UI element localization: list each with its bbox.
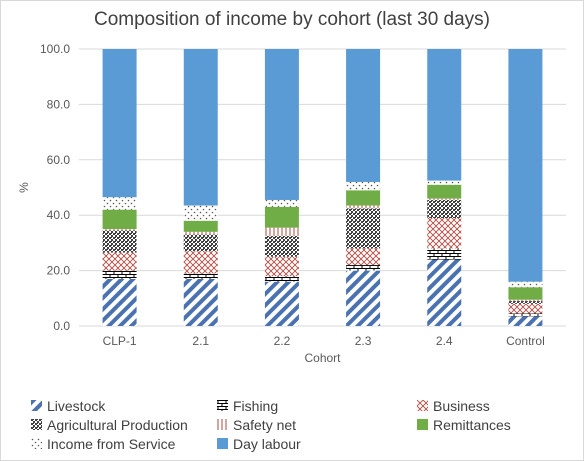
y-tick-label: 0.0 <box>53 319 70 333</box>
bar-segment-safety-net <box>427 198 462 200</box>
bar-segment-day-labour <box>508 49 543 282</box>
bar-segment-business <box>264 256 299 277</box>
legend-label: Livestock <box>47 398 106 414</box>
y-tick-label: 40.0 <box>47 208 71 222</box>
bar-segment-day-labour <box>346 49 381 182</box>
legend-label: Agricultural Production <box>47 417 188 433</box>
legend-swatch <box>217 419 228 430</box>
bar-segment-business <box>427 217 462 249</box>
legend-swatch <box>217 400 228 411</box>
bar-segment-remittances <box>183 220 218 232</box>
bar-segment-remittances <box>427 184 462 199</box>
legend-label: Safety net <box>233 417 297 433</box>
bar-segment-remittances <box>264 206 299 228</box>
bar-segment-day-labour <box>183 49 218 206</box>
bar-segment-remittances <box>346 190 381 206</box>
y-tick-label: 100.0 <box>40 42 70 56</box>
y-axis-label: % <box>17 182 31 193</box>
legend-label: Remittances <box>433 417 511 433</box>
bar-segment-agricultural-production <box>102 230 137 253</box>
bar-segment-fishing <box>102 270 137 279</box>
bar-segment-safety-net <box>102 229 137 231</box>
bar-segment-livestock <box>508 316 543 326</box>
bar-segment-safety-net <box>183 231 218 235</box>
x-tick-label: 2.4 <box>436 334 453 348</box>
y-tick-label: 60.0 <box>47 153 71 167</box>
bar-segment-business <box>508 303 543 314</box>
bar-segment-fishing <box>264 276 299 282</box>
bar-segment-business <box>183 251 218 274</box>
x-tick-label: 2.2 <box>274 334 291 348</box>
bar-segment-business <box>102 252 137 271</box>
bar-segment-agricultural-production <box>427 199 462 218</box>
x-tick-label: 2.1 <box>192 334 209 348</box>
bar-segment-income-from-service <box>346 181 381 191</box>
bar-segment-income-from-service <box>183 205 218 221</box>
legend-label: Day labour <box>233 436 301 452</box>
legend-swatch <box>417 419 428 430</box>
bar-segment-remittances <box>102 209 137 230</box>
legend-label: Fishing <box>233 398 279 414</box>
bar-segment-agricultural-production <box>508 301 543 304</box>
bar-segment-safety-net <box>346 205 381 209</box>
bar-segment-agricultural-production <box>346 208 381 249</box>
legend-label: Income from Service <box>47 436 176 452</box>
x-tick-label: Control <box>506 334 545 348</box>
bar-segment-livestock <box>102 278 137 326</box>
legend-swatch <box>417 400 428 411</box>
bar-segment-business <box>346 248 381 266</box>
bar-segment-livestock <box>427 259 462 326</box>
y-tick-label: 20.0 <box>47 264 71 278</box>
bar-segment-day-labour <box>427 49 462 181</box>
chart-title: Composition of income by cohort (last 30… <box>93 9 490 30</box>
bar-segment-livestock <box>346 270 381 326</box>
legend-swatch <box>217 438 228 449</box>
bar-segment-income-from-service <box>508 281 543 288</box>
legend-swatch <box>31 419 42 430</box>
bar-segment-safety-net <box>264 227 299 236</box>
bar-segment-income-from-service <box>102 197 137 210</box>
legend-label: Business <box>433 398 490 414</box>
y-tick-label: 80.0 <box>47 97 71 111</box>
bar-segment-income-from-service <box>427 180 462 185</box>
legend-swatch <box>31 400 42 411</box>
bar-segment-safety-net <box>508 299 543 302</box>
x-axis-label: Cohort <box>304 351 341 365</box>
bar-segment-fishing <box>508 313 543 317</box>
bar-segment-day-labour <box>102 49 137 198</box>
legend-swatch <box>31 438 42 449</box>
x-tick-label: 2.3 <box>355 334 372 348</box>
bar-segment-remittances <box>508 287 543 300</box>
bar-segment-agricultural-production <box>264 235 299 257</box>
bar-segment-income-from-service <box>264 199 299 207</box>
bar-segment-livestock <box>264 281 299 326</box>
bar-segment-fishing <box>346 265 381 271</box>
bar-segment-agricultural-production <box>183 234 218 252</box>
x-tick-label: CLP-1 <box>103 334 137 348</box>
bar-segment-fishing <box>183 273 218 279</box>
bar-segment-day-labour <box>264 49 299 200</box>
bar-segment-fishing <box>427 248 462 260</box>
bar-segment-livestock <box>183 278 218 326</box>
